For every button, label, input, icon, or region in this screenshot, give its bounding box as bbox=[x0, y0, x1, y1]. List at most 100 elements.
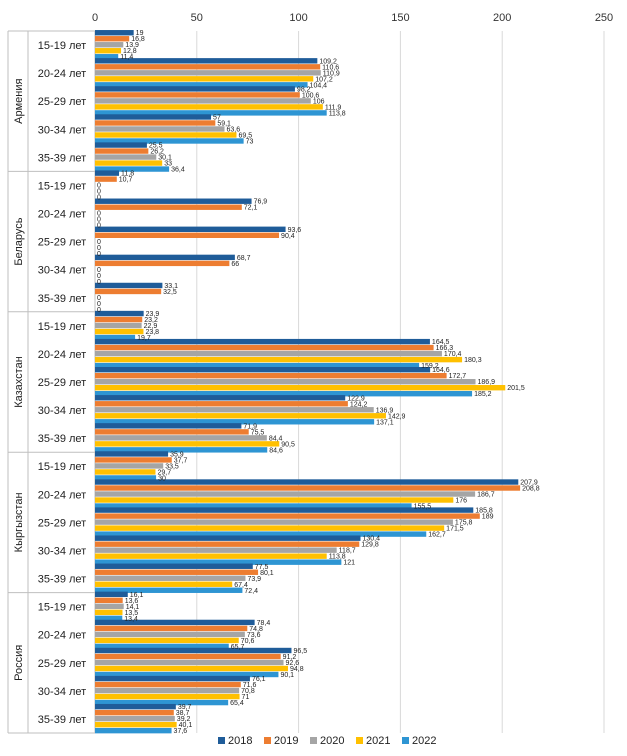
data-label: 100,6 bbox=[302, 92, 320, 99]
age-group-label: 30-34 лет bbox=[38, 545, 86, 557]
data-label: 70,6 bbox=[241, 638, 255, 645]
legend-swatch bbox=[402, 737, 409, 744]
data-label: 166,3 bbox=[436, 345, 454, 352]
bar bbox=[95, 559, 342, 565]
legend-label: 2021 bbox=[366, 735, 390, 747]
bar bbox=[95, 569, 259, 575]
legend-label: 2020 bbox=[320, 735, 344, 747]
data-label: 185,2 bbox=[474, 391, 492, 398]
bar bbox=[95, 142, 147, 148]
data-label: 137,1 bbox=[376, 419, 394, 426]
data-label: 122,9 bbox=[347, 395, 365, 402]
bar bbox=[95, 525, 445, 531]
data-label: 72,4 bbox=[244, 588, 258, 595]
bar bbox=[95, 344, 434, 351]
age-group-label: 20-24 лет bbox=[38, 68, 86, 80]
bar bbox=[95, 170, 120, 176]
age-group-label: 15-19 лет bbox=[38, 321, 86, 333]
data-label: 73,9 bbox=[247, 576, 261, 583]
bar bbox=[95, 254, 235, 261]
data-label: 0 bbox=[97, 251, 101, 258]
data-labels: 1916,813,912,811,4109,2110,6110,9107,210… bbox=[97, 30, 540, 735]
data-label: 33 bbox=[164, 161, 172, 168]
data-label: 155,5 bbox=[414, 504, 432, 511]
bar bbox=[95, 703, 176, 710]
data-label: 11,4 bbox=[120, 54, 133, 61]
data-label: 11,8 bbox=[121, 171, 134, 178]
data-label: 0 bbox=[97, 279, 101, 286]
legend: 2018 2019 2020 2021 2022 bbox=[218, 735, 436, 747]
bar bbox=[95, 395, 346, 401]
bar bbox=[95, 176, 117, 182]
x-tick-label: 50 bbox=[191, 12, 203, 24]
data-label: 0 bbox=[97, 273, 101, 280]
bar bbox=[95, 721, 177, 728]
bar bbox=[95, 385, 506, 391]
x-tick-label: 200 bbox=[493, 12, 511, 24]
bar bbox=[95, 491, 476, 497]
bar bbox=[95, 362, 420, 369]
bar bbox=[95, 637, 239, 644]
age-group-label: 25-29 лет bbox=[38, 96, 86, 108]
data-label: 164,5 bbox=[432, 339, 450, 346]
age-group-label: 35-39 лет bbox=[38, 574, 86, 586]
bar bbox=[95, 479, 519, 485]
data-label: 113,8 bbox=[329, 110, 346, 117]
bar bbox=[95, 367, 431, 373]
data-label: 0 bbox=[97, 217, 101, 224]
data-label: 84,4 bbox=[269, 435, 283, 442]
bar bbox=[95, 138, 244, 144]
data-label: 90,1 bbox=[280, 672, 294, 679]
bar bbox=[95, 226, 286, 232]
bar bbox=[95, 631, 245, 638]
data-label: 0 bbox=[97, 183, 101, 190]
data-label: 76,9 bbox=[254, 199, 268, 206]
bar bbox=[95, 603, 124, 610]
data-label: 23,9 bbox=[146, 311, 160, 318]
bar bbox=[95, 282, 163, 289]
bar bbox=[95, 328, 144, 335]
bar bbox=[95, 160, 163, 166]
country-label: Кыргызстан bbox=[13, 492, 25, 552]
data-label: 208,8 bbox=[522, 486, 540, 493]
data-label: 111,9 bbox=[325, 104, 342, 111]
x-tick-label: 150 bbox=[391, 12, 409, 24]
data-label: 0 bbox=[97, 267, 101, 274]
x-axis-ticks: 0 50 100 150 200 250 bbox=[92, 12, 613, 24]
bar bbox=[95, 166, 170, 172]
bar bbox=[95, 76, 314, 82]
bar bbox=[95, 322, 142, 329]
legend-label: 2019 bbox=[274, 735, 298, 747]
data-label: 71,9 bbox=[243, 423, 257, 430]
data-label: 172,7 bbox=[449, 373, 467, 380]
bars bbox=[95, 30, 521, 734]
bar bbox=[95, 503, 412, 509]
bar bbox=[95, 356, 463, 363]
data-label: 65,7 bbox=[231, 644, 245, 651]
data-label: 90,5 bbox=[281, 441, 295, 448]
data-label: 0 bbox=[97, 239, 101, 246]
bar bbox=[95, 70, 321, 76]
bar bbox=[95, 64, 321, 70]
data-label: 176 bbox=[455, 498, 467, 505]
age-group-label: 25-29 лет bbox=[38, 517, 86, 529]
data-label: 13,4 bbox=[124, 616, 138, 623]
bar bbox=[95, 350, 442, 357]
data-label: 33,1 bbox=[164, 283, 178, 290]
data-label: 22,9 bbox=[144, 323, 158, 330]
data-label: 29,7 bbox=[157, 469, 171, 476]
data-label: 136,9 bbox=[376, 407, 394, 414]
age-group-label: 20-24 лет bbox=[38, 630, 86, 642]
bar bbox=[95, 148, 149, 154]
data-label: 13,6 bbox=[125, 598, 139, 605]
bar bbox=[95, 513, 480, 519]
data-label: 180,3 bbox=[464, 357, 482, 364]
bar bbox=[95, 709, 174, 716]
legend-swatch bbox=[264, 737, 271, 744]
x-tick-label: 250 bbox=[595, 12, 613, 24]
data-label: 113,8 bbox=[329, 554, 346, 561]
age-group-label: 30-34 лет bbox=[38, 124, 86, 136]
data-label: 159,2 bbox=[421, 363, 439, 370]
bar bbox=[95, 126, 225, 132]
